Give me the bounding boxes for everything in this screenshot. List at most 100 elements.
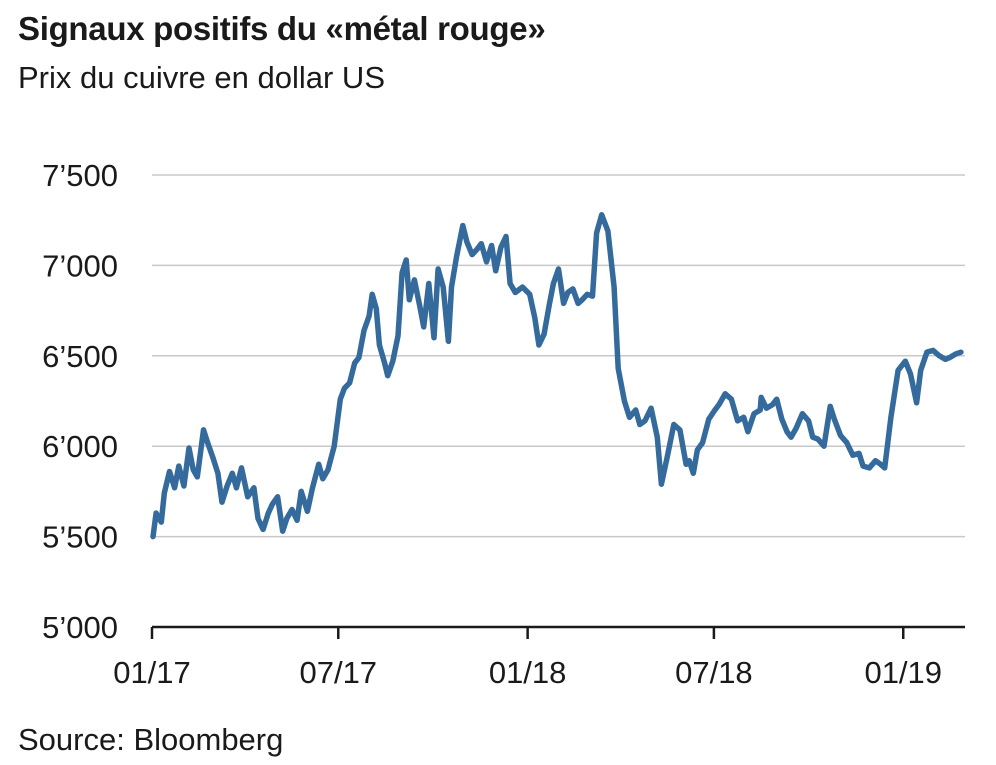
data-point xyxy=(561,301,565,305)
data-point xyxy=(672,422,676,426)
data-point xyxy=(386,374,390,378)
tick-labels: 5’000 5’500 6’000 6’500 7’000 7’500 01/17 07/17… xyxy=(42,158,942,690)
data-point xyxy=(475,247,479,251)
data-point xyxy=(370,292,374,296)
data-point xyxy=(513,290,517,294)
data-point xyxy=(571,287,575,291)
data-point xyxy=(867,466,871,470)
data-point xyxy=(321,477,325,481)
data-point xyxy=(239,466,243,470)
data-point xyxy=(896,368,900,372)
source-note: Source: Bloomberg xyxy=(18,722,284,757)
data-point xyxy=(252,486,256,490)
data-point xyxy=(177,464,181,468)
data-point xyxy=(794,426,798,430)
x-tick-label: 01/18 xyxy=(489,655,567,690)
data-point xyxy=(634,408,638,412)
data-point xyxy=(427,281,431,285)
data-point xyxy=(566,290,570,294)
data-point xyxy=(612,285,616,289)
data-point xyxy=(954,352,958,356)
data-point xyxy=(326,468,330,472)
y-tick-label: 6’000 xyxy=(42,429,118,464)
chart-subtitle: Prix du cuivre en dollar US xyxy=(18,60,385,95)
data-point xyxy=(700,440,704,444)
chart-title: Signaux positifs du «métal rouge» xyxy=(18,10,546,47)
data-point xyxy=(585,292,589,296)
data-point xyxy=(225,484,229,488)
data-point xyxy=(299,489,303,493)
data-point xyxy=(811,435,815,439)
data-point xyxy=(159,520,163,524)
data-point xyxy=(230,471,234,475)
data-point xyxy=(172,486,176,490)
data-point xyxy=(295,518,299,522)
x-tick-label: 07/18 xyxy=(675,655,753,690)
data-point xyxy=(454,254,458,258)
data-point xyxy=(342,386,346,390)
data-point xyxy=(446,339,450,343)
data-point xyxy=(828,404,832,408)
data-point xyxy=(616,366,620,370)
data-point xyxy=(407,298,411,302)
data-point xyxy=(594,231,598,235)
data-point xyxy=(678,428,682,432)
data-point xyxy=(655,435,659,439)
data-point xyxy=(735,419,739,423)
data-point xyxy=(707,417,711,421)
data-point xyxy=(590,294,594,298)
data-point xyxy=(713,408,717,412)
data-point xyxy=(770,402,774,406)
data-point xyxy=(357,355,361,359)
data-point xyxy=(182,484,186,488)
data-point xyxy=(643,419,647,423)
data-point xyxy=(195,475,199,479)
data-point xyxy=(191,468,195,472)
data-point xyxy=(665,453,669,457)
data-point xyxy=(465,240,469,244)
data-point xyxy=(822,444,826,448)
y-tick-label: 5’500 xyxy=(42,520,118,555)
data-point xyxy=(800,412,804,416)
data-point xyxy=(261,527,265,531)
data-point xyxy=(873,459,877,463)
data-point xyxy=(878,462,882,466)
data-point xyxy=(441,285,445,289)
data-point xyxy=(347,381,351,385)
data-point xyxy=(417,303,421,307)
x-tick-label: 01/17 xyxy=(113,655,191,690)
data-point xyxy=(622,399,626,403)
data-point xyxy=(914,401,918,405)
data-point xyxy=(400,270,404,274)
data-point xyxy=(270,502,274,506)
data-point xyxy=(220,500,224,504)
data-point xyxy=(861,464,865,468)
data-point xyxy=(903,359,907,363)
data-point xyxy=(606,229,610,233)
data-point xyxy=(851,453,855,457)
data-point xyxy=(600,213,604,217)
data-point xyxy=(404,258,408,262)
data-point xyxy=(780,417,784,421)
copper-price-series-line xyxy=(150,212,964,540)
data-point xyxy=(580,298,584,302)
data-point xyxy=(752,412,756,416)
y-tick-label: 5’000 xyxy=(42,610,118,645)
data-point xyxy=(374,307,378,311)
data-point xyxy=(759,395,763,399)
data-point xyxy=(432,336,436,340)
data-point xyxy=(816,437,820,441)
data-point xyxy=(162,491,166,495)
data-point xyxy=(937,354,941,358)
data-point xyxy=(919,368,923,372)
data-point xyxy=(925,350,929,354)
data-point xyxy=(508,281,512,285)
data-point xyxy=(499,245,503,249)
data-point xyxy=(908,372,912,376)
data-point xyxy=(528,292,532,296)
data-point xyxy=(461,223,465,227)
data-point xyxy=(758,408,762,412)
data-point xyxy=(717,402,721,406)
data-point xyxy=(729,397,733,401)
data-point xyxy=(234,486,238,490)
